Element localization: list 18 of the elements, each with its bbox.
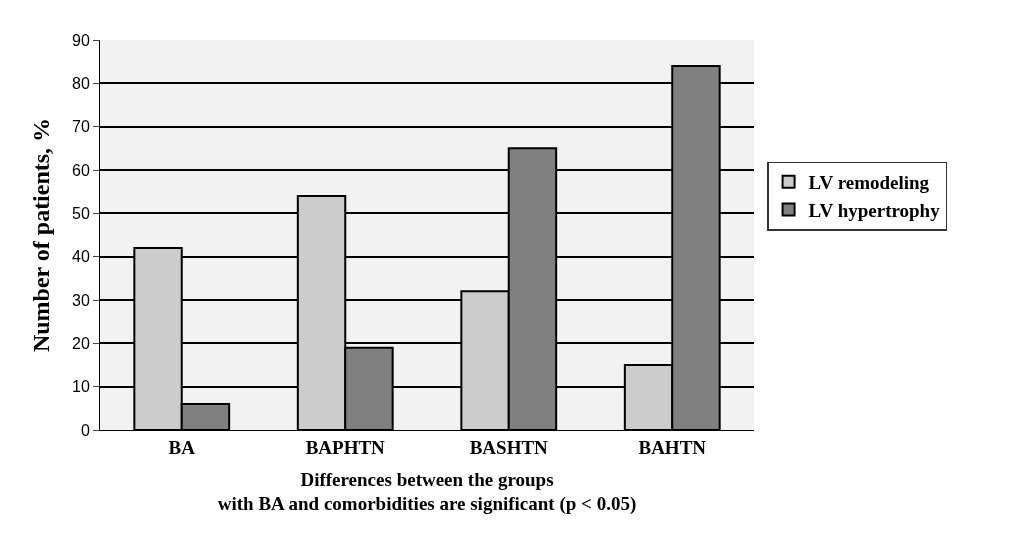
y-tick-label: 80 (72, 74, 90, 92)
y-tick-label: 60 (72, 161, 90, 179)
x-tick-label: BAHTN (638, 436, 707, 458)
y-tick-label: 20 (72, 334, 90, 352)
y-tick-label: 40 (72, 248, 90, 266)
y-tick-label: 70 (72, 118, 90, 136)
y-tick-label: 10 (72, 378, 90, 396)
x-tick-label: BASHTN (469, 436, 549, 458)
y-tick-label: 50 (72, 204, 90, 222)
y-axis-title: Number of patients, % (28, 117, 55, 353)
x-tick-label: BA (168, 436, 196, 458)
y-tick-label: 0 (80, 421, 90, 439)
x-axis-title: Differences between the groups with BA and comorbidities are significant (p < 0.05) (217, 468, 637, 516)
legend-label: LV remodeling (808, 172, 930, 194)
y-tick-label: 90 (72, 31, 90, 49)
legend-label: LV hypertrophy (808, 199, 941, 221)
y-tick-label: 30 (72, 291, 90, 309)
x-tick-label: BAPHTN (305, 436, 386, 458)
